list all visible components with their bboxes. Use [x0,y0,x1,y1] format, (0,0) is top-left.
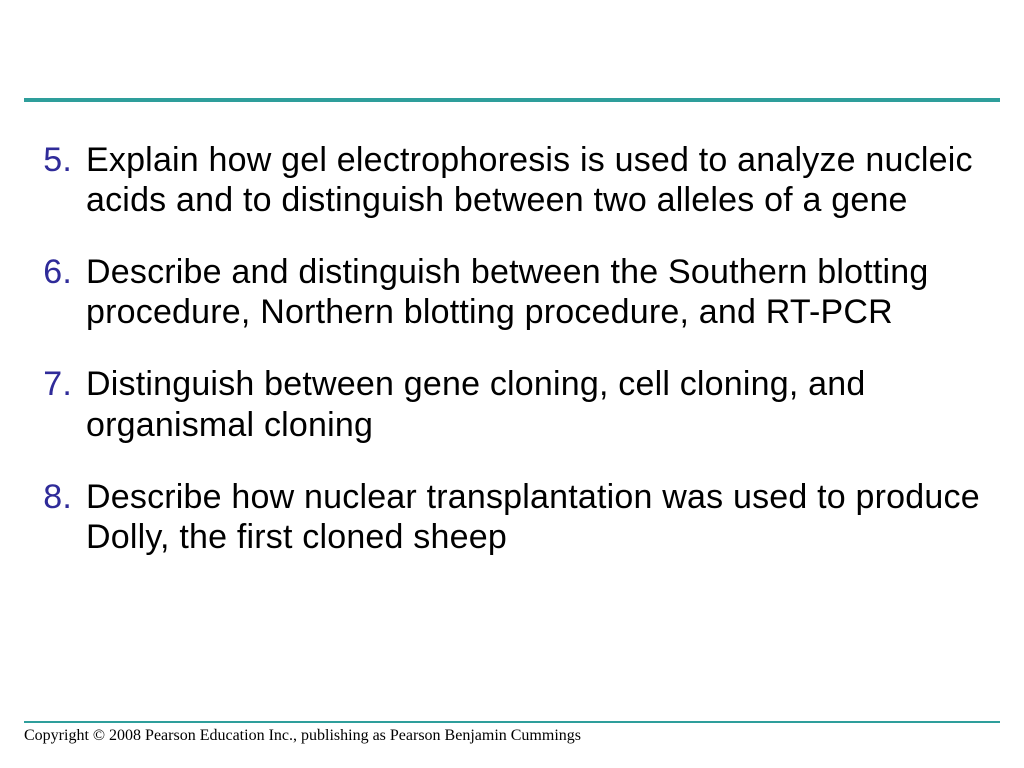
item-text: Describe and distinguish between the Sou… [86,252,990,332]
item-number: 5. [34,140,86,180]
list-item: 7. Distinguish between gene cloning, cel… [34,364,990,444]
top-divider [24,98,1000,102]
copyright-footer: Copyright © 2008 Pearson Education Inc.,… [24,727,581,745]
list-item: 8. Describe how nuclear transplantation … [34,477,990,557]
bottom-divider [24,721,1000,723]
slide: 5. Explain how gel electrophoresis is us… [0,0,1024,768]
item-number: 8. [34,477,86,517]
item-text: Explain how gel electrophoresis is used … [86,140,990,220]
item-number: 7. [34,364,86,404]
item-text: Describe how nuclear transplantation was… [86,477,990,557]
content-list: 5. Explain how gel electrophoresis is us… [34,140,990,589]
list-item: 6. Describe and distinguish between the … [34,252,990,332]
item-text: Distinguish between gene cloning, cell c… [86,364,990,444]
list-item: 5. Explain how gel electrophoresis is us… [34,140,990,220]
item-number: 6. [34,252,86,292]
